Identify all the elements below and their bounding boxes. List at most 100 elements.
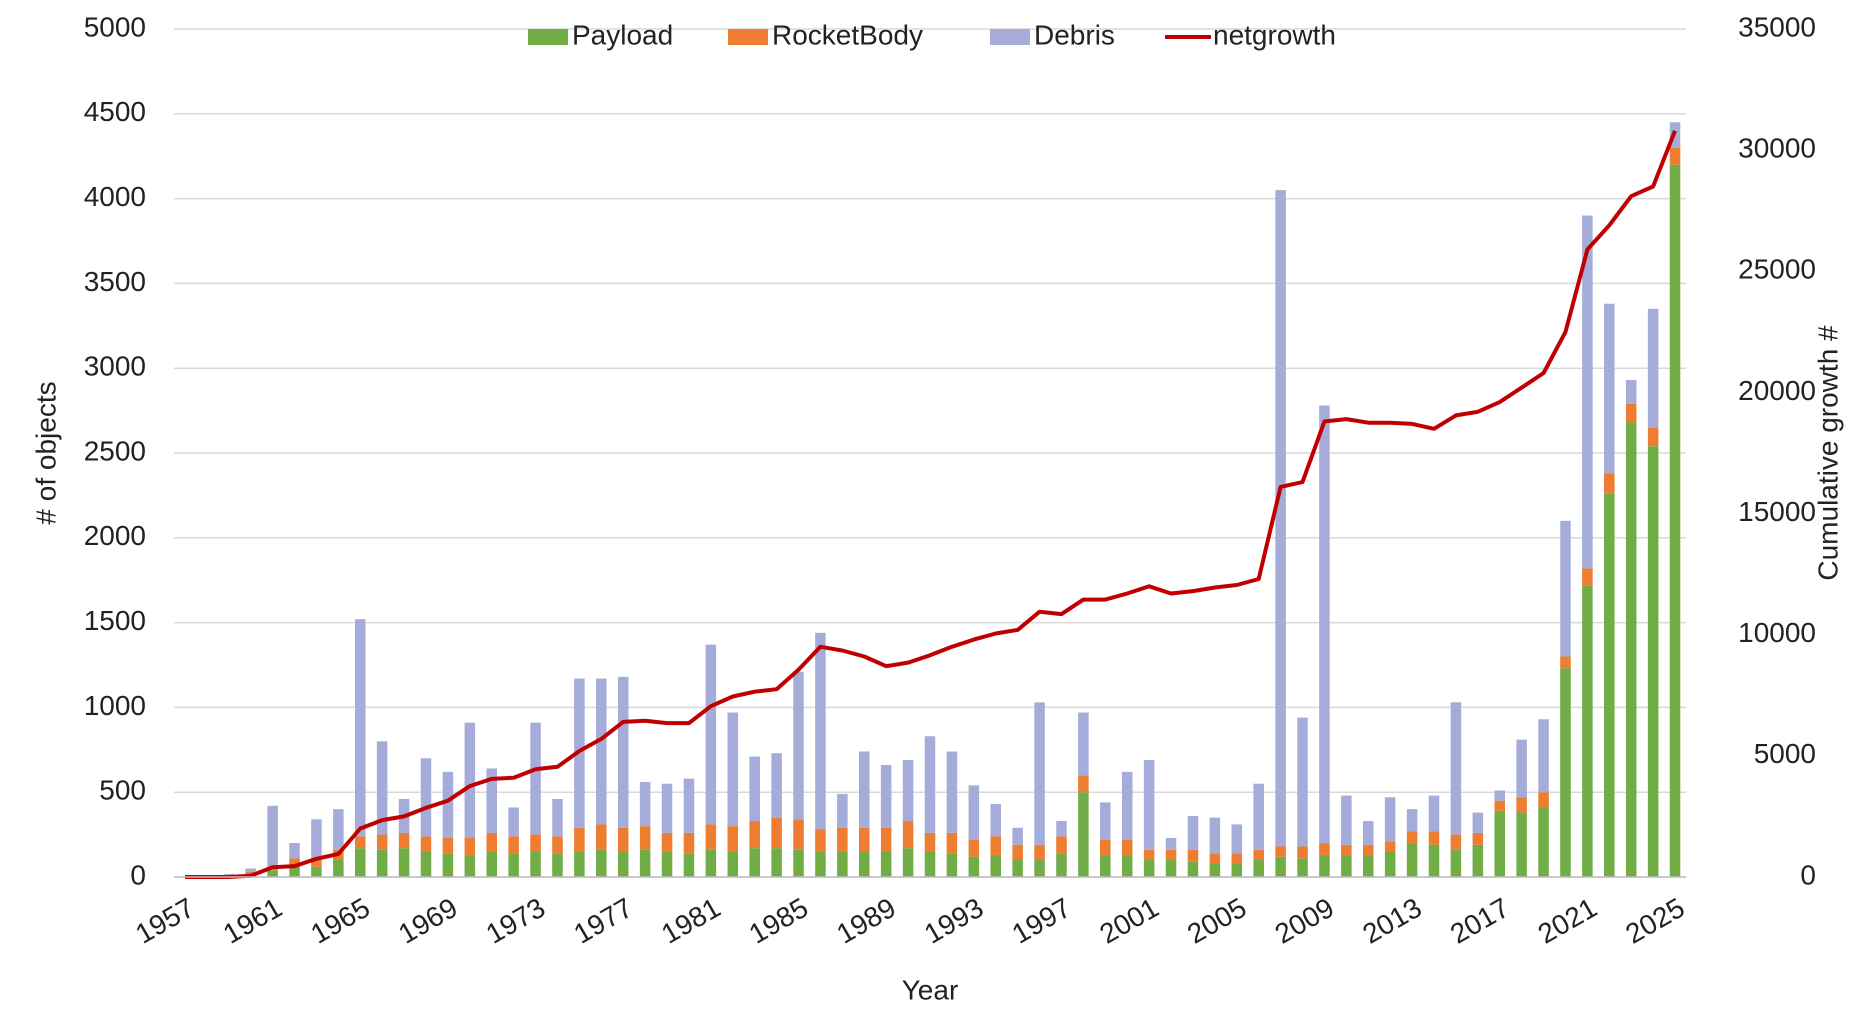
legend-label: Payload	[572, 19, 673, 50]
bar-segment	[552, 798, 563, 837]
bar-segment	[815, 632, 826, 830]
bar-segment	[464, 837, 476, 855]
x-tick-label: 1961	[218, 892, 287, 950]
bar-segment	[1604, 473, 1615, 494]
bar-segment	[1121, 771, 1133, 840]
x-tick-label: 2005	[1182, 892, 1251, 950]
bar-segment	[639, 826, 651, 850]
bar-segment	[267, 870, 278, 877]
bar-segment	[1253, 783, 1264, 850]
y-axis-title: # of objects	[30, 381, 61, 524]
x-tick-label: 1981	[656, 892, 725, 950]
bar-segment	[1231, 824, 1243, 854]
bar-segment	[1450, 834, 1462, 850]
x-tick-label: 1977	[568, 892, 637, 950]
bar-segment	[639, 782, 651, 827]
legend-label: Debris	[1034, 19, 1115, 50]
bar-segment	[1121, 839, 1133, 855]
bar-segment	[1450, 849, 1462, 877]
bar-segment	[530, 851, 541, 877]
bar-segment	[1582, 585, 1593, 877]
bar-segment	[1209, 817, 1221, 854]
bar-segment	[486, 851, 497, 877]
bar-segment	[1384, 851, 1396, 877]
bar-segment	[486, 768, 497, 833]
bar-segment	[1100, 854, 1111, 877]
bar-segment	[1560, 656, 1571, 669]
bar-segment	[355, 848, 366, 877]
x-tick-label: 2021	[1533, 892, 1602, 950]
x-tick-label: 2001	[1094, 892, 1163, 950]
bar-segment	[1078, 775, 1089, 793]
bar-segment	[617, 827, 629, 852]
bar-segment	[596, 824, 607, 850]
y-tick-label: 4000	[84, 181, 146, 212]
bar-segment	[596, 678, 607, 825]
x-tick-label: 1997	[1007, 892, 1076, 950]
bar-segment	[705, 824, 717, 850]
bar-segment	[1078, 792, 1089, 877]
bar-segment	[661, 832, 673, 852]
bar-segment	[1034, 702, 1045, 845]
bar-segment	[1560, 668, 1571, 877]
bar-segment	[1538, 807, 1549, 877]
x-tick-label: 1985	[744, 892, 813, 950]
bar-segment	[1012, 844, 1023, 861]
bar-segment	[1604, 303, 1615, 474]
bar-segment	[683, 778, 695, 833]
bar-segment	[1341, 795, 1352, 845]
x-tick-label: 2025	[1620, 892, 1689, 950]
bar-segment	[1078, 712, 1089, 776]
bar-segment	[420, 758, 432, 837]
bar-segment	[1384, 841, 1396, 852]
bar-segment	[574, 827, 585, 852]
bar-segment	[267, 805, 278, 867]
bar-segment	[902, 821, 914, 849]
bar-segment	[464, 722, 476, 838]
bar-segment	[1384, 797, 1396, 842]
bar-segment	[486, 832, 497, 852]
bar-segment	[508, 807, 519, 837]
bar-segment	[1560, 520, 1571, 657]
bar-segment	[1538, 719, 1549, 793]
bar-segment	[1516, 739, 1527, 798]
bar-segment	[1406, 809, 1418, 832]
x-tick-label: 1957	[130, 892, 199, 950]
bar-segment	[1056, 821, 1067, 837]
bar-segment	[749, 848, 760, 877]
bar-segment	[311, 860, 322, 867]
bar-segment	[1647, 427, 1659, 447]
bar-segment	[1363, 821, 1374, 845]
bar-segment	[1319, 843, 1330, 855]
bar-segment	[639, 849, 651, 877]
x-tick-label: 1965	[306, 892, 375, 950]
bar-segment	[1647, 446, 1659, 877]
y-tick-label: 4500	[84, 96, 146, 127]
bar-segment	[749, 821, 760, 849]
bar-segment	[1494, 800, 1505, 811]
y-tick-label: 0	[130, 859, 146, 890]
bar-segment	[552, 836, 563, 854]
bar-segment	[902, 759, 914, 822]
x-tick-label: 1969	[393, 892, 462, 950]
bar-segment	[1143, 759, 1155, 850]
bar-segment	[1625, 380, 1637, 404]
bar-segment	[1472, 812, 1484, 833]
x-tick-label: 2017	[1445, 892, 1514, 950]
y2-tick-label: 10000	[1738, 617, 1816, 648]
bar-segment	[1604, 493, 1615, 877]
bar-segment	[727, 712, 739, 827]
bar-segment	[880, 827, 892, 852]
bar-segment	[705, 644, 717, 825]
x-tick-label: 1993	[919, 892, 988, 950]
bar-segment	[1165, 837, 1177, 850]
bar-segment	[1209, 863, 1221, 877]
bar-segment	[1275, 190, 1286, 847]
bar-segment	[1669, 147, 1681, 165]
bar-segment	[355, 619, 366, 837]
y-tick-label: 2500	[84, 435, 146, 466]
bar-segment	[749, 756, 760, 822]
y-tick-label: 1000	[84, 690, 146, 721]
bar-segment	[376, 834, 388, 850]
bar-segment	[968, 856, 980, 877]
